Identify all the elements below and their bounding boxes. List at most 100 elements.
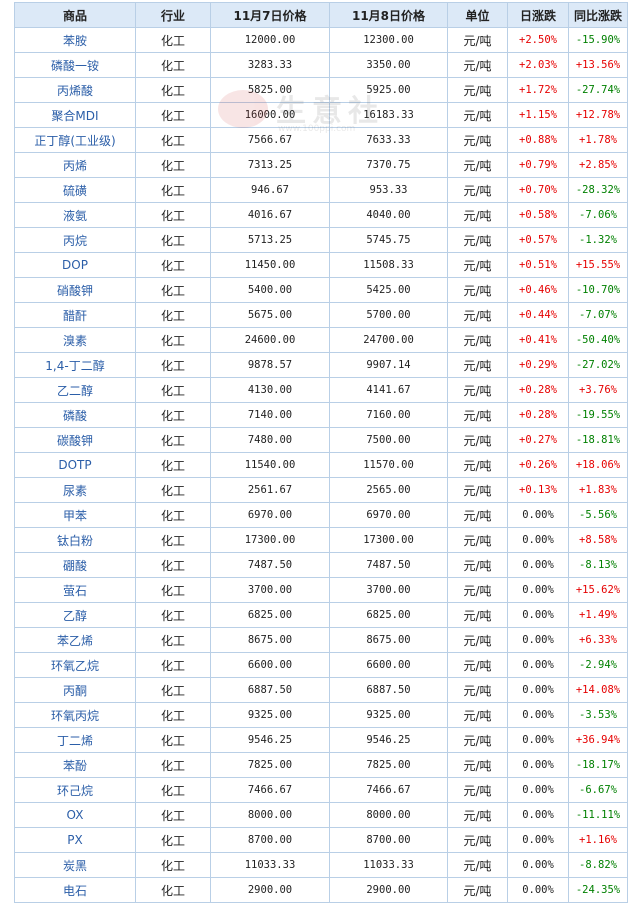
table-row: 丙烷 化工 5713.25 5745.75 元/吨 +0.57% -1.32% (14, 227, 628, 253)
price-nov7-cell: 9325.00 (210, 702, 330, 728)
table-row: 苯胺 化工 12000.00 12300.00 元/吨 +2.50% -15.90% (14, 27, 628, 53)
daily-change-cell: +0.88% (507, 127, 569, 153)
daily-change-cell: 0.00% (507, 777, 569, 803)
commodity-name-link[interactable]: 丁二烯 (14, 727, 136, 753)
table-row: 液氨 化工 4016.67 4040.00 元/吨 +0.58% -7.06% (14, 202, 628, 228)
commodity-name-link[interactable]: 环氧丙烷 (14, 702, 136, 728)
header-daily-change[interactable]: 日涨跌 (507, 2, 569, 28)
industry-cell: 化工 (135, 102, 211, 128)
table-row: 环氧丙烷 化工 9325.00 9325.00 元/吨 0.00% -3.53% (14, 702, 628, 728)
commodity-name-link[interactable]: 丙酮 (14, 677, 136, 703)
commodity-name-link[interactable]: 丙烷 (14, 227, 136, 253)
commodity-name-link[interactable]: 硫磺 (14, 177, 136, 203)
table-row: 硫磺 化工 946.67 953.33 元/吨 +0.70% -28.32% (14, 177, 628, 203)
yoy-change-cell: +6.33% (568, 627, 628, 653)
yoy-change-cell: -3.53% (568, 702, 628, 728)
daily-change-cell: 0.00% (507, 602, 569, 628)
header-yoy-change[interactable]: 同比涨跌 (568, 2, 628, 28)
commodity-name-link[interactable]: 醋酐 (14, 302, 136, 328)
daily-change-cell: +0.57% (507, 227, 569, 253)
price-table: 商品 行业 11月7日价格 11月8日价格 单位 日涨跌 同比涨跌 苯胺 化工 12… (14, 2, 628, 903)
price-nov8-cell: 6600.00 (329, 652, 448, 678)
price-nov8-cell: 5700.00 (329, 302, 448, 328)
price-nov8-cell: 8675.00 (329, 627, 448, 653)
commodity-name-link[interactable]: 硼酸 (14, 552, 136, 578)
table-body: 苯胺 化工 12000.00 12300.00 元/吨 +2.50% -15.90% 磷酸一铵… (14, 27, 628, 903)
price-nov7-cell: 16000.00 (210, 102, 330, 128)
commodity-name-link[interactable]: 乙二醇 (14, 377, 136, 403)
price-nov7-cell: 11450.00 (210, 252, 330, 278)
commodity-name-link[interactable]: 甲苯 (14, 502, 136, 528)
commodity-name-link[interactable]: 环己烷 (14, 777, 136, 803)
table-row: 硝酸钾 化工 5400.00 5425.00 元/吨 +0.46% -10.70% (14, 277, 628, 303)
unit-cell: 元/吨 (447, 552, 508, 578)
price-nov8-cell: 7500.00 (329, 427, 448, 453)
header-price-nov7[interactable]: 11月7日价格 (210, 2, 330, 28)
commodity-name-link[interactable]: 硝酸钾 (14, 277, 136, 303)
yoy-change-cell: -18.17% (568, 752, 628, 778)
unit-cell: 元/吨 (447, 302, 508, 328)
commodity-name-link[interactable]: 1,4-丁二醇 (14, 352, 136, 378)
industry-cell: 化工 (135, 852, 211, 878)
daily-change-cell: 0.00% (507, 577, 569, 603)
commodity-name-link[interactable]: DOTP (14, 452, 136, 478)
daily-change-cell: 0.00% (507, 877, 569, 903)
industry-cell: 化工 (135, 452, 211, 478)
commodity-name-link[interactable]: 电石 (14, 877, 136, 903)
unit-cell: 元/吨 (447, 652, 508, 678)
unit-cell: 元/吨 (447, 102, 508, 128)
price-nov7-cell: 12000.00 (210, 27, 330, 53)
commodity-name-link[interactable]: 苯胺 (14, 27, 136, 53)
commodity-name-link[interactable]: 钛白粉 (14, 527, 136, 553)
commodity-name-link[interactable]: 苯乙烯 (14, 627, 136, 653)
header-unit[interactable]: 单位 (447, 2, 508, 28)
unit-cell: 元/吨 (447, 527, 508, 553)
table-row: 炭黑 化工 11033.33 11033.33 元/吨 0.00% -8.82% (14, 852, 628, 878)
price-nov8-cell: 11570.00 (329, 452, 448, 478)
commodity-name-link[interactable]: 丙烯酸 (14, 77, 136, 103)
industry-cell: 化工 (135, 702, 211, 728)
commodity-name-link[interactable]: 苯酚 (14, 752, 136, 778)
commodity-name-link[interactable]: 液氨 (14, 202, 136, 228)
table-row: 苯酚 化工 7825.00 7825.00 元/吨 0.00% -18.17% (14, 752, 628, 778)
commodity-name-link[interactable]: 丙烯 (14, 152, 136, 178)
commodity-name-link[interactable]: 碳酸钾 (14, 427, 136, 453)
industry-cell: 化工 (135, 427, 211, 453)
price-nov8-cell: 7825.00 (329, 752, 448, 778)
unit-cell: 元/吨 (447, 202, 508, 228)
header-industry[interactable]: 行业 (135, 2, 211, 28)
unit-cell: 元/吨 (447, 152, 508, 178)
price-nov7-cell: 7825.00 (210, 752, 330, 778)
commodity-name-link[interactable]: 萤石 (14, 577, 136, 603)
commodity-name-link[interactable]: 磷酸一铵 (14, 52, 136, 78)
industry-cell: 化工 (135, 527, 211, 553)
commodity-name-link[interactable]: 磷酸 (14, 402, 136, 428)
yoy-change-cell: +2.85% (568, 152, 628, 178)
price-nov7-cell: 6887.50 (210, 677, 330, 703)
commodity-name-link[interactable]: 尿素 (14, 477, 136, 503)
price-nov8-cell: 5745.75 (329, 227, 448, 253)
commodity-name-link[interactable]: OX (14, 802, 136, 828)
price-nov8-cell: 5425.00 (329, 277, 448, 303)
commodity-name-link[interactable]: 环氧乙烷 (14, 652, 136, 678)
price-nov8-cell: 6970.00 (329, 502, 448, 528)
yoy-change-cell: +1.16% (568, 827, 628, 853)
yoy-change-cell: -27.02% (568, 352, 628, 378)
commodity-name-link[interactable]: 炭黑 (14, 852, 136, 878)
industry-cell: 化工 (135, 552, 211, 578)
header-commodity[interactable]: 商品 (14, 2, 136, 28)
commodity-name-link[interactable]: DOP (14, 252, 136, 278)
commodity-name-link[interactable]: 正丁醇(工业级) (14, 127, 136, 153)
unit-cell: 元/吨 (447, 327, 508, 353)
header-price-nov8[interactable]: 11月8日价格 (329, 2, 448, 28)
commodity-name-link[interactable]: PX (14, 827, 136, 853)
price-nov7-cell: 7313.25 (210, 152, 330, 178)
commodity-name-link[interactable]: 聚合MDI (14, 102, 136, 128)
yoy-change-cell: +18.06% (568, 452, 628, 478)
industry-cell: 化工 (135, 727, 211, 753)
price-nov8-cell: 9907.14 (329, 352, 448, 378)
price-nov8-cell: 2900.00 (329, 877, 448, 903)
commodity-name-link[interactable]: 溴素 (14, 327, 136, 353)
daily-change-cell: 0.00% (507, 752, 569, 778)
commodity-name-link[interactable]: 乙醇 (14, 602, 136, 628)
